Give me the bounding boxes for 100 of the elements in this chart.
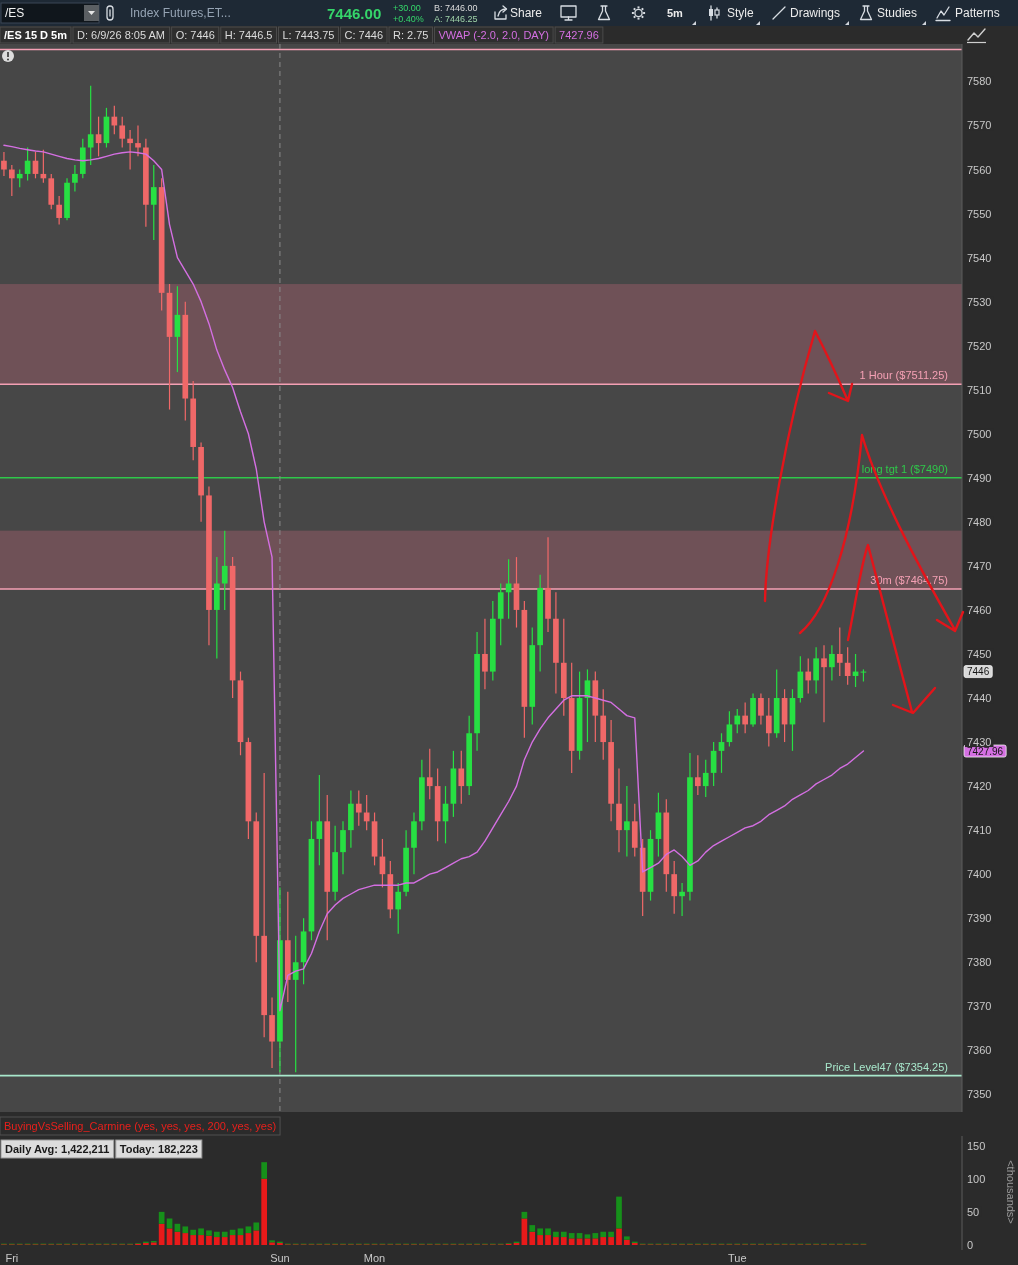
- text: 5m: [667, 7, 684, 19]
- candlestick: [679, 882, 685, 917]
- bar: [261, 1178, 267, 1245]
- y-tick-label: 7470: [967, 559, 992, 572]
- y-tick-label: 7400: [967, 868, 992, 881]
- bar: [560, 1237, 567, 1245]
- text: Style: [727, 6, 754, 20]
- bar: [600, 1231, 607, 1238]
- bar: [608, 1237, 614, 1245]
- candlestick: [135, 124, 141, 157]
- y-tick-label: 7500: [967, 427, 992, 440]
- bar: [206, 1235, 212, 1245]
- text: 7446.00: [327, 5, 382, 22]
- bar: [214, 1231, 220, 1238]
- text: O: 7446: [175, 29, 215, 41]
- bar: [529, 1225, 536, 1232]
- bar: [568, 1238, 575, 1246]
- candlestick: [765, 697, 772, 748]
- bar: [245, 1226, 252, 1234]
- candlestick: [292, 935, 299, 1073]
- y-tick-label: 7490: [967, 471, 992, 484]
- y-tick-label: 7460: [967, 603, 992, 616]
- candlestick: [758, 693, 764, 726]
- bar: [545, 1235, 551, 1245]
- candlestick: [111, 105, 118, 135]
- text: Share: [510, 6, 543, 20]
- candlestick: [316, 774, 323, 866]
- annotation: Daily Avg: 1,422,211: [5, 1143, 110, 1155]
- bar: [608, 1231, 614, 1238]
- bar: [600, 1237, 607, 1245]
- bar: [529, 1231, 536, 1245]
- bar: [616, 1228, 622, 1245]
- bar: [545, 1228, 551, 1236]
- y-tick-label: 7510: [967, 383, 992, 396]
- bar: [214, 1237, 220, 1245]
- x-tick-label: Mon: [363, 1252, 386, 1264]
- bar: [584, 1238, 591, 1246]
- text: Index Futures,ET...: [130, 6, 231, 20]
- bar: [592, 1238, 599, 1246]
- y-tick-label: 7410: [967, 824, 992, 837]
- text: /ES: [5, 6, 25, 20]
- bar: [190, 1229, 197, 1236]
- bar: [253, 1222, 260, 1231]
- candlestick: [829, 644, 835, 681]
- candlestick: [702, 759, 709, 798]
- y-tick-label: 7420: [967, 780, 992, 793]
- bar: [198, 1228, 204, 1236]
- bar: [537, 1228, 543, 1236]
- candlestick: [56, 195, 62, 226]
- candlestick: [363, 794, 370, 831]
- bar: [261, 1162, 267, 1179]
- bar: [616, 1196, 622, 1229]
- bar: [568, 1233, 575, 1239]
- candlestick: [340, 820, 346, 875]
- ref-line-label: 1 Hour ($7511.25): [859, 369, 948, 382]
- candlestick: [482, 618, 488, 690]
- y-axis-title: <thousands>: [1005, 1160, 1017, 1224]
- candlestick: [150, 164, 157, 241]
- y-tick-label: 7560: [967, 163, 992, 176]
- text: 7427.96: [559, 29, 599, 41]
- y-tick-label: 7540: [967, 251, 992, 264]
- candlestick: [95, 116, 102, 157]
- chart-title: /ES 15 D 5m: [4, 29, 68, 41]
- chart-title: BuyingVsSelling_Carmine (yes, yes, yes, 200, yes, yes): [4, 1120, 277, 1132]
- text: C: 7446: [344, 29, 383, 41]
- bar: [237, 1228, 244, 1236]
- bar: [560, 1231, 567, 1238]
- y-tick-label: 7450: [967, 647, 992, 660]
- y-tick-label: 7390: [967, 912, 992, 925]
- candlestick: [821, 644, 827, 723]
- bar: [624, 1236, 630, 1240]
- text: H: 7446.5: [224, 29, 273, 41]
- x-tick-label: Sun: [270, 1252, 290, 1264]
- bar: [166, 1228, 173, 1245]
- bar: [537, 1235, 543, 1245]
- bar: [198, 1235, 204, 1245]
- y-tick-label: 0: [967, 1239, 974, 1251]
- candlestick: [8, 164, 15, 197]
- text: Studies: [877, 6, 918, 20]
- text: L: 7443.75: [282, 29, 335, 41]
- candlestick: [718, 732, 725, 774]
- text: Drawings: [790, 6, 841, 20]
- candlestick: [119, 116, 126, 149]
- text: VWAP (-2.0, 2.0, DAY): [438, 29, 549, 41]
- bar: [182, 1233, 189, 1245]
- text: +0.40%: [393, 14, 424, 24]
- bar: [624, 1239, 630, 1245]
- y-tick-label: 7550: [967, 207, 992, 220]
- candlestick: [844, 646, 851, 686]
- candlestick: [742, 701, 748, 734]
- y-tick-label: 150: [967, 1139, 986, 1152]
- text: 7427.96: [967, 745, 1004, 757]
- y-tick-label: 7570: [967, 119, 992, 132]
- text: Patterns: [955, 6, 1000, 20]
- candlestick: [426, 748, 433, 800]
- candlestick: [695, 754, 701, 796]
- x-tick-label: Fri: [5, 1252, 19, 1264]
- y-tick-label: 7520: [967, 339, 992, 352]
- candlestick: [805, 657, 812, 695]
- y-tick-label: 7430: [967, 736, 992, 749]
